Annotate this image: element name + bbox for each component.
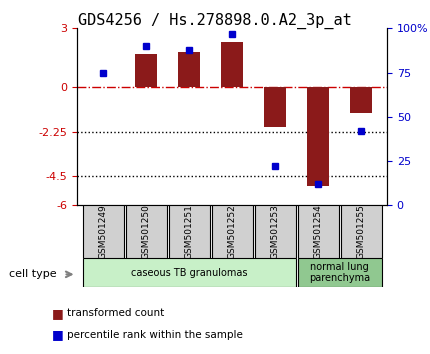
Text: GSM501252: GSM501252 [228, 205, 236, 259]
Text: GSM501251: GSM501251 [185, 204, 194, 259]
Bar [264, 87, 286, 127]
Text: cell type: cell type [9, 269, 56, 279]
Text: GSM501253: GSM501253 [271, 204, 280, 259]
Text: GSM501250: GSM501250 [142, 204, 150, 259]
FancyBboxPatch shape [83, 258, 296, 287]
Text: GSM501254: GSM501254 [314, 205, 322, 259]
FancyBboxPatch shape [341, 205, 382, 258]
FancyBboxPatch shape [255, 205, 296, 258]
FancyBboxPatch shape [83, 205, 124, 258]
Text: ■: ■ [52, 328, 63, 341]
Bar [307, 87, 329, 185]
FancyBboxPatch shape [126, 205, 167, 258]
Text: transformed count: transformed count [67, 308, 164, 318]
FancyBboxPatch shape [298, 205, 339, 258]
Bar [221, 42, 243, 87]
Bar [350, 87, 372, 113]
Text: caseous TB granulomas: caseous TB granulomas [131, 268, 247, 278]
Text: GSM501255: GSM501255 [357, 204, 366, 259]
FancyBboxPatch shape [298, 258, 382, 287]
FancyBboxPatch shape [169, 205, 210, 258]
Text: GSM501249: GSM501249 [99, 205, 108, 259]
Text: normal lung
parenchyma: normal lung parenchyma [309, 262, 370, 284]
FancyBboxPatch shape [212, 205, 253, 258]
Text: GDS4256 / Hs.278898.0.A2_3p_at: GDS4256 / Hs.278898.0.A2_3p_at [78, 12, 352, 29]
Text: percentile rank within the sample: percentile rank within the sample [67, 330, 243, 339]
Bar [135, 54, 157, 87]
Text: ■: ■ [52, 307, 63, 320]
Bar [178, 52, 200, 87]
